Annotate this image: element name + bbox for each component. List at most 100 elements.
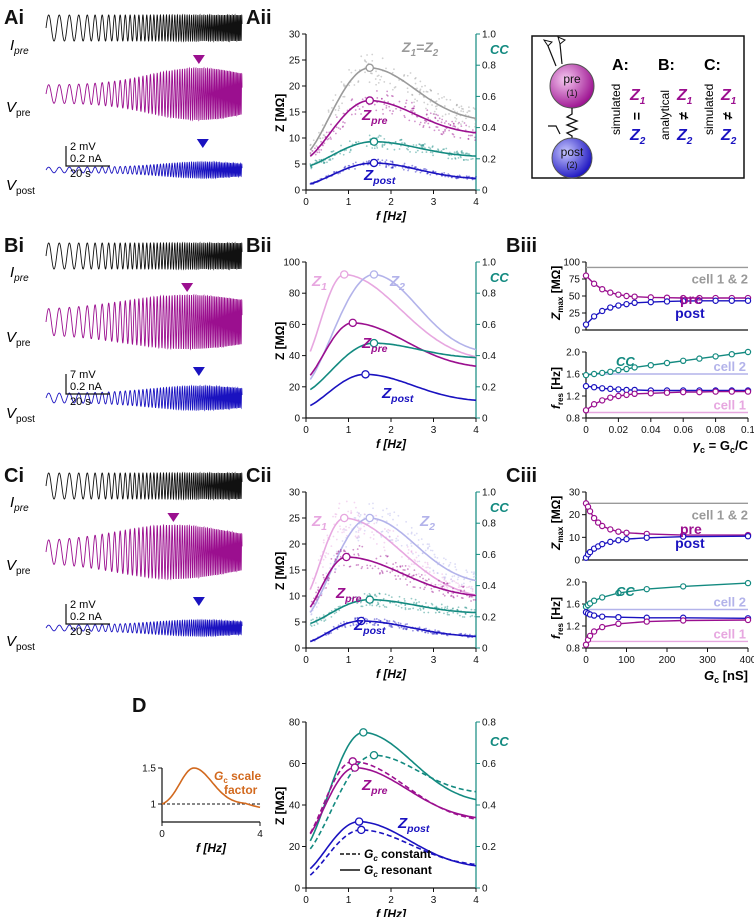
scatter-point [330, 609, 333, 612]
scatter-point [457, 127, 459, 130]
scatter-point [388, 536, 391, 538]
scatter-point [339, 605, 341, 608]
legend-col-B: B: analytical Z1 ≠ Z2 [658, 57, 693, 147]
scatter-point [343, 564, 345, 567]
scatter-point [462, 110, 465, 113]
scatter-point [377, 136, 380, 138]
scatter-point [406, 87, 409, 90]
scatter-point [377, 623, 379, 626]
scatter-point [411, 101, 413, 104]
col-method: analytical [658, 90, 672, 140]
scatter-point [356, 526, 359, 528]
scatter-point [434, 629, 437, 631]
x-axis-label: γc = Gc/C [693, 438, 749, 455]
scatter-point [323, 162, 326, 164]
scatter-point [361, 98, 364, 101]
scatter-point [363, 529, 366, 532]
scatter-point [312, 139, 315, 142]
scatter-point [327, 111, 330, 113]
scatter-point [468, 106, 470, 109]
scatter-point [419, 607, 422, 610]
scatter-point [465, 569, 468, 572]
scatter-point [416, 629, 418, 632]
scatter-point [446, 605, 449, 608]
scatter-point [371, 53, 374, 56]
scatter-point [324, 619, 327, 621]
scatter-point [345, 500, 348, 503]
scatter-point [310, 600, 313, 603]
scatter-point [348, 164, 351, 167]
y2-tick-label: 0.8 [482, 718, 496, 729]
scatter-point [412, 607, 415, 610]
scatter-point [377, 603, 379, 606]
scatter-point [460, 105, 463, 108]
scatter-point [322, 566, 324, 568]
scatter-point [374, 622, 377, 624]
scatter-point [394, 140, 397, 143]
scatter-point [372, 623, 374, 626]
scatter-point [378, 164, 381, 166]
scatter-point [385, 159, 388, 162]
scatter-point [394, 574, 397, 577]
scatter-point [398, 148, 401, 150]
scatter-point [419, 143, 421, 146]
scatter-point [376, 75, 379, 78]
scatter-point [328, 159, 331, 161]
scatter-point [443, 105, 446, 107]
scatter-point [330, 615, 333, 618]
scatter-point [397, 605, 400, 608]
scatter-point [311, 149, 313, 152]
y2-tick-label: 0.2 [482, 382, 496, 393]
scatter-point [436, 556, 439, 559]
scatter-point [420, 538, 423, 540]
scatter-point [460, 150, 463, 153]
scatter-point [342, 153, 345, 156]
scatter-point [327, 552, 330, 555]
scatter-point [405, 520, 408, 523]
data-point [590, 612, 598, 619]
scatter-point [440, 150, 443, 152]
scatter-point [335, 559, 337, 561]
scatter-point [468, 175, 471, 178]
scatter-point [449, 123, 452, 126]
scatter-point [401, 142, 403, 144]
scatter-point [354, 617, 357, 620]
scatter-point [425, 627, 427, 630]
x-tick-label: 0.1 [741, 425, 754, 436]
scatter-point [389, 512, 391, 515]
scatter-point [383, 103, 386, 106]
x-axis-label: f [Hz] [376, 209, 407, 223]
scatter-point [330, 138, 332, 140]
scatter-point [442, 132, 445, 134]
scatter-point [333, 612, 336, 615]
scatter-point [472, 107, 475, 109]
scatter-point [374, 593, 376, 596]
scatter-point [392, 530, 395, 532]
scatter-point [443, 576, 446, 579]
scatter-point [397, 539, 399, 542]
scatter-point [377, 158, 379, 161]
scatter-point [413, 534, 416, 536]
scatter-point [457, 156, 460, 159]
y-tick-label: 75 [569, 275, 581, 286]
scatter-point [385, 166, 387, 168]
scatter-point [380, 75, 383, 78]
y2-tick-label: 0.4 [482, 801, 496, 812]
y-tick-label: 5 [294, 618, 300, 629]
scatter-point [371, 567, 374, 570]
scatter-point [444, 606, 447, 609]
scatter-point [383, 81, 386, 83]
scatter-point [366, 567, 369, 570]
scatter-point [334, 94, 337, 96]
x-tick-label: 4 [473, 197, 479, 208]
scatter-point [357, 531, 360, 533]
scatter-point [427, 566, 429, 569]
scatter-point [452, 125, 455, 128]
scatter-point [417, 544, 420, 546]
scatter-point [404, 623, 407, 626]
scatter-point [445, 120, 448, 123]
scatter-point [425, 120, 428, 123]
scatter-point [466, 571, 469, 574]
scatter-point [447, 591, 450, 594]
chart-Bii: 0 20 40 60 80 100 0 0.2 0.4 0.6 0.8 1.0 0 1 2 3 4 Z [MΩ] f… [273, 258, 509, 452]
